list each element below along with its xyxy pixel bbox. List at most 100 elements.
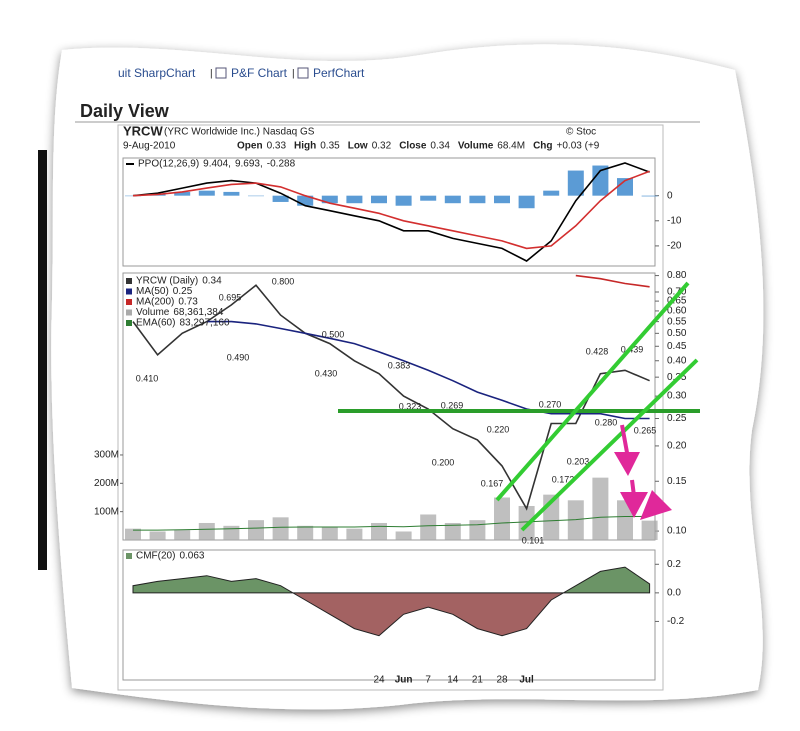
histogram-bar xyxy=(567,170,584,196)
legend-name: MA(50) xyxy=(136,286,169,297)
cmf-frame xyxy=(122,549,656,681)
legend-value: 0.25 xyxy=(173,286,193,297)
price-annotation: 0.490 xyxy=(227,352,250,362)
price-annotation: 0.430 xyxy=(315,368,338,378)
volume-bar xyxy=(494,497,510,540)
quote-label: Volume xyxy=(458,141,494,152)
copyright: © Stoc xyxy=(566,127,596,138)
histogram-bar xyxy=(297,195,314,206)
legend-value: 68,361,384 xyxy=(173,307,223,318)
histogram-bar xyxy=(617,178,633,196)
histogram-bar xyxy=(420,195,437,201)
price-annotation: 0.270 xyxy=(539,399,562,409)
y-tick-label: 0.25 xyxy=(667,413,687,424)
price-annotation: 0.269 xyxy=(441,400,464,410)
y-tick-label: 0.30 xyxy=(667,391,687,402)
legend-name: YRCW (Daily) xyxy=(136,276,198,287)
legend-name: MA(200) xyxy=(136,297,174,308)
trend-line-lower xyxy=(520,358,699,532)
volume-bar xyxy=(346,528,363,540)
y-tick-label: 0.40 xyxy=(667,355,687,366)
symbol: YRCW xyxy=(123,123,163,138)
perf-icon xyxy=(297,67,309,79)
nav-link[interactable]: P&F Chart xyxy=(231,66,288,80)
histogram-bar xyxy=(321,195,338,204)
volume-bar xyxy=(198,522,215,540)
series-line xyxy=(132,162,650,262)
volume-bar xyxy=(174,530,191,540)
volume-bar xyxy=(592,477,609,540)
series-line xyxy=(575,274,650,288)
price-annotation: 0.265 xyxy=(634,425,657,435)
legend-value: 9.404, xyxy=(203,159,231,170)
legend-title: CMF(20) xyxy=(136,551,175,562)
legend-value: 0.34 xyxy=(202,276,222,287)
x-tick-label: 24 xyxy=(373,675,385,686)
price-frame xyxy=(122,272,656,541)
price-annotation: 0.428 xyxy=(586,346,609,356)
x-tick-label: 21 xyxy=(472,675,484,686)
price-annotation: 0.410 xyxy=(136,373,159,383)
quote-value: 68.4M xyxy=(497,141,525,152)
pf-icon xyxy=(215,67,227,79)
nav-link[interactable]: PerfChart xyxy=(313,66,365,80)
x-tick-label: Jul xyxy=(519,675,534,686)
price-annotation: 0.383 xyxy=(388,360,411,370)
volume-bar xyxy=(469,520,486,540)
legend-swatch xyxy=(126,288,132,295)
nav-separator: | xyxy=(210,69,213,80)
series-line xyxy=(206,320,650,420)
histogram-bar xyxy=(174,191,191,196)
torn-paper xyxy=(51,44,764,710)
y-tick-label: 0.20 xyxy=(667,441,687,452)
quote-label: Close xyxy=(399,141,427,152)
y-tick-label: -10 xyxy=(667,215,682,226)
y-tick-label: 0 xyxy=(667,190,673,201)
volume-bar xyxy=(223,525,240,540)
price-annotation: 0.101 xyxy=(522,535,545,545)
y-tick-label: -20 xyxy=(667,241,682,252)
quote-label: Chg xyxy=(533,141,552,152)
legend-swatch xyxy=(126,299,132,305)
y-tick-label: 0.55 xyxy=(667,316,687,327)
histogram-bar xyxy=(125,195,141,197)
price-annotation: 0.800 xyxy=(272,276,295,286)
price-annotation: 0.200 xyxy=(432,457,455,467)
volume-bar xyxy=(567,500,584,540)
view-title: Daily View xyxy=(80,101,170,121)
volume-bar xyxy=(371,522,387,540)
quote-label: Low xyxy=(348,141,368,152)
volume-bar xyxy=(444,522,461,540)
histogram-bar xyxy=(543,190,560,196)
legend-value: -0.288 xyxy=(267,159,296,170)
price-annotation: 0.500 xyxy=(322,329,345,339)
histogram-bar xyxy=(198,190,215,196)
legend-name: Volume xyxy=(136,307,170,318)
trend-line-upper xyxy=(495,281,690,502)
histogram-bar xyxy=(469,195,486,204)
x-tick-label: 14 xyxy=(447,675,459,686)
y-tick-label: 0.45 xyxy=(667,341,687,352)
price-annotation: 0.220 xyxy=(487,424,510,434)
histogram-bar xyxy=(395,195,412,206)
series-line xyxy=(132,170,650,250)
histogram-bar xyxy=(444,195,461,204)
histogram-bar xyxy=(371,195,387,204)
nav-link[interactable]: uit SharpChart xyxy=(118,66,196,80)
quote-value: 0.34 xyxy=(430,141,450,152)
legend-swatch xyxy=(126,320,132,326)
y-tick-label: 0.10 xyxy=(667,526,687,537)
legend-value: 0.73 xyxy=(178,297,198,308)
quote-value: 0.32 xyxy=(372,141,392,152)
y-tick-label: 0.2 xyxy=(667,559,681,570)
y-tick-label: 0.50 xyxy=(667,328,687,339)
series-line xyxy=(133,515,650,531)
quote-value: +0.03 (+9 xyxy=(557,141,600,152)
price-annotation: 0.323 xyxy=(399,401,422,411)
date: 9-Aug-2010 xyxy=(123,141,176,152)
price-annotation: 0.280 xyxy=(595,417,618,427)
quote-value: 0.35 xyxy=(320,141,340,152)
cmf-area xyxy=(132,566,651,637)
y-tick-label: 0.0 xyxy=(667,587,681,598)
